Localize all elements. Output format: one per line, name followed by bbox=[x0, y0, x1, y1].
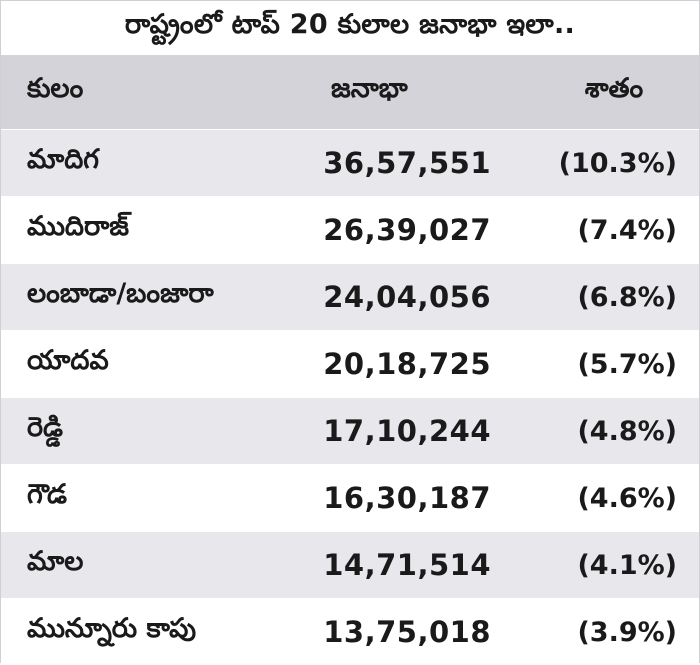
cell-percent: (6.8%) bbox=[577, 281, 677, 313]
cell-percent: (4.8%) bbox=[577, 415, 677, 447]
cell-percent: (10.3%) bbox=[558, 147, 677, 179]
cell-caste: యాదవ bbox=[27, 345, 109, 376]
cell-population: 16,30,187 bbox=[323, 481, 491, 515]
cell-caste: ముదిరాజ్ bbox=[27, 211, 130, 242]
table-row: యాదవ 20,18,725 (5.7%) bbox=[1, 330, 699, 397]
cell-caste: లంబాడా/బంజారా bbox=[27, 278, 214, 309]
cell-caste: మాల bbox=[27, 546, 84, 577]
cell-caste: మాదిగ bbox=[27, 144, 100, 175]
table-row: మాదిగ 36,57,551 (10.3%) bbox=[1, 129, 699, 196]
cell-caste: రెడ్డి bbox=[27, 412, 63, 443]
cell-population: 24,04,056 bbox=[323, 280, 491, 314]
cell-population: 14,71,514 bbox=[323, 548, 491, 582]
cell-percent: (4.6%) bbox=[577, 482, 677, 514]
cell-population: 20,18,725 bbox=[323, 347, 491, 381]
table-row: గౌడ 16,30,187 (4.6%) bbox=[1, 464, 699, 531]
cell-population: 26,39,027 bbox=[323, 213, 491, 247]
cell-population: 17,10,244 bbox=[323, 414, 491, 448]
cell-caste: మున్నూరు కాపు bbox=[27, 613, 197, 644]
cell-percent: (4.1%) bbox=[577, 549, 677, 581]
cell-population: 36,57,551 bbox=[323, 146, 491, 180]
cell-percent: (7.4%) bbox=[577, 214, 677, 246]
table-header-row: కులం జనాభా శాతం bbox=[1, 55, 699, 129]
cell-percent: (5.7%) bbox=[577, 348, 677, 380]
cell-percent: (3.9%) bbox=[577, 616, 677, 648]
cell-population: 13,75,018 bbox=[323, 615, 491, 649]
table-row: మాల 14,71,514 (4.1%) bbox=[1, 531, 699, 598]
cell-caste: గౌడ bbox=[27, 479, 67, 510]
table-row: రెడ్డి 17,10,244 (4.8%) bbox=[1, 397, 699, 464]
table-title: రాష్ట్రంలో టాప్ 20 కులాల జనాభా ఇలా.. bbox=[124, 9, 576, 40]
header-population: జనాభా bbox=[331, 73, 408, 104]
table-row: మున్నూరు కాపు 13,75,018 (3.9%) bbox=[1, 598, 699, 665]
table-row: ముదిరాజ్ 26,39,027 (7.4%) bbox=[1, 196, 699, 263]
title-bar: రాష్ట్రంలో టాప్ 20 కులాల జనాభా ఇలా.. bbox=[1, 1, 699, 55]
table-row: లంబాడా/బంజారా 24,04,056 (6.8%) bbox=[1, 263, 699, 330]
header-percent: శాతం bbox=[584, 73, 644, 104]
header-caste: కులం bbox=[27, 73, 84, 104]
